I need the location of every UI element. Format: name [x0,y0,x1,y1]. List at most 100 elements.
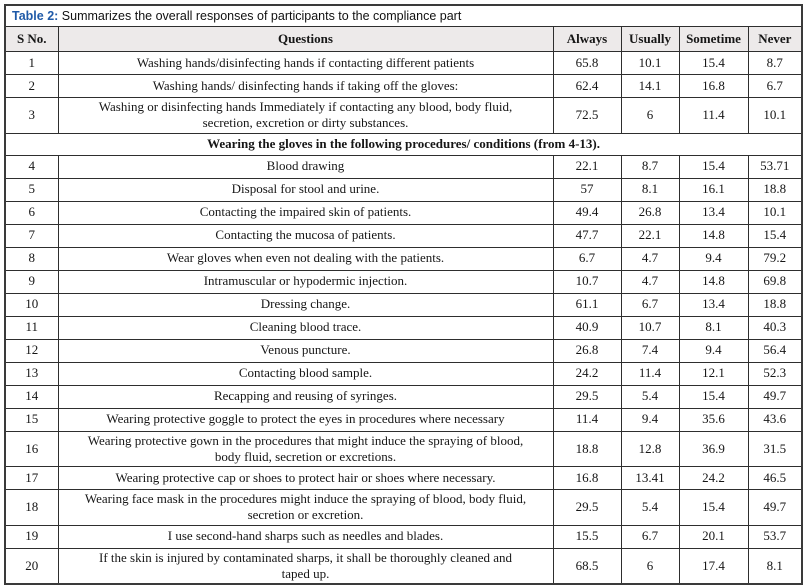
row-sometime-value: 14.8 [678,269,749,294]
row-sno: 12 [4,338,59,363]
table-row: 11 Cleaning blood trace. 40.9 10.7 8.1 4… [4,315,803,340]
row-question: Blood drawing [57,154,554,179]
row-question: Wear gloves when even not dealing with t… [57,246,554,271]
row-always-value: 29.5 [552,384,622,409]
row-question: Wearing protective cap or shoes to prote… [57,466,554,490]
row-never-value: 18.8 [747,177,803,202]
row-question: Disposal for stool and urine. [57,177,554,202]
row-usually-value: 10.1 [620,51,680,75]
table-row: 19 I use second-hand sharps such as need… [4,524,803,549]
table-row: 1 Washing hands/disinfecting hands if co… [4,51,803,75]
row-sno: 2 [4,74,59,98]
column-header-questions: Questions [57,26,554,52]
table-row: 6 Contacting the impaired skin of patien… [4,200,803,225]
row-always-value: 10.7 [552,269,622,294]
row-sometime-value: 24.2 [678,466,749,490]
row-question: Contacting blood sample. [57,361,554,386]
table-header-row: S No. Questions Always Usually Sometime … [4,26,803,52]
row-usually-value: 4.7 [620,246,680,271]
row-never-value: 79.2 [747,246,803,271]
row-sometime-value: 16.8 [678,74,749,98]
row-sometime-value: 17.4 [678,547,749,585]
row-sno: 9 [4,269,59,294]
row-always-value: 26.8 [552,338,622,363]
row-usually-value: 9.4 [620,407,680,432]
row-usually-value: 7.4 [620,338,680,363]
column-header-usually: Usually [620,26,680,52]
row-sno: 1 [4,51,59,75]
row-question: Washing hands/ disinfecting hands if tak… [57,74,554,98]
row-sno: 20 [4,547,59,585]
row-sometime-value: 13.4 [678,200,749,225]
row-never-value: 53.7 [747,524,803,549]
row-question: Recapping and reusing of syringes. [57,384,554,409]
row-question: Washing or disinfecting hands Immediatel… [57,97,554,134]
row-sno: 17 [4,466,59,490]
table-row: 2 Washing hands/ disinfecting hands if t… [4,74,803,98]
table-row: 8 Wear gloves when even not dealing with… [4,246,803,271]
table-row: 18 Wearing face mask in the procedures m… [4,489,803,526]
row-usually-value: 14.1 [620,74,680,98]
table-title-text: Summarizes the overall responses of part… [61,8,462,23]
row-sno: 6 [4,200,59,225]
row-always-value: 18.8 [552,430,622,467]
row-never-value: 10.1 [747,200,803,225]
row-always-value: 65.8 [552,51,622,75]
row-usually-value: 13.41 [620,466,680,490]
table-row: 12 Venous puncture. 26.8 7.4 9.4 56.4 [4,338,803,363]
row-always-value: 29.5 [552,489,622,526]
row-never-value: 10.1 [747,97,803,134]
row-sometime-value: 16.1 [678,177,749,202]
table-row: 13 Contacting blood sample. 24.2 11.4 12… [4,361,803,386]
row-always-value: 57 [552,177,622,202]
row-always-value: 16.8 [552,466,622,490]
row-question: Cleaning blood trace. [57,315,554,340]
row-usually-value: 5.4 [620,489,680,526]
row-question: Contacting the mucosa of patients. [57,223,554,248]
row-always-value: 6.7 [552,246,622,271]
row-usually-value: 22.1 [620,223,680,248]
table-title-row: Table 2: Summarizes the overall response… [4,4,803,27]
row-sometime-value: 15.4 [678,154,749,179]
row-usually-value: 4.7 [620,269,680,294]
row-never-value: 43.6 [747,407,803,432]
table-row: 7 Contacting the mucosa of patients. 47.… [4,223,803,248]
row-sometime-value: 20.1 [678,524,749,549]
row-sno: 10 [4,292,59,317]
row-question: If the skin is injured by contaminated s… [57,547,554,585]
row-sometime-value: 9.4 [678,246,749,271]
row-sno: 4 [4,154,59,179]
row-question: Washing hands/disinfecting hands if cont… [57,51,554,75]
row-sometime-value: 14.8 [678,223,749,248]
row-sometime-value: 13.4 [678,292,749,317]
row-never-value: 56.4 [747,338,803,363]
row-usually-value: 10.7 [620,315,680,340]
section-header-row: Wearing the gloves in the following proc… [4,132,803,156]
table-row: 20 If the skin is injured by contaminate… [4,547,803,585]
row-question: Contacting the impaired skin of patients… [57,200,554,225]
row-question: Intramuscular or hypodermic injection. [57,269,554,294]
table-row: 16 Wearing protective gown in the proced… [4,430,803,467]
row-always-value: 22.1 [552,154,622,179]
row-never-value: 53.71 [747,154,803,179]
row-never-value: 40.3 [747,315,803,340]
row-sno: 7 [4,223,59,248]
row-question: Wearing protective gown in the procedure… [57,430,554,467]
row-usually-value: 6.7 [620,292,680,317]
table-number-label: Table 2: [12,8,59,23]
row-always-value: 15.5 [552,524,622,549]
paper-page: Table 2: Summarizes the overall response… [4,4,804,585]
row-always-value: 61.1 [552,292,622,317]
row-sno: 5 [4,177,59,202]
table-row: 4 Blood drawing 22.1 8.7 15.4 53.71 [4,154,803,179]
column-header-sno: S No. [4,26,59,52]
row-always-value: 47.7 [552,223,622,248]
row-question: Dressing change. [57,292,554,317]
row-sno: 15 [4,407,59,432]
row-always-value: 11.4 [552,407,622,432]
row-sno: 11 [4,315,59,340]
row-question: Venous puncture. [57,338,554,363]
row-sno: 8 [4,246,59,271]
row-sometime-value: 36.9 [678,430,749,467]
row-question: I use second-hand sharps such as needles… [57,524,554,549]
